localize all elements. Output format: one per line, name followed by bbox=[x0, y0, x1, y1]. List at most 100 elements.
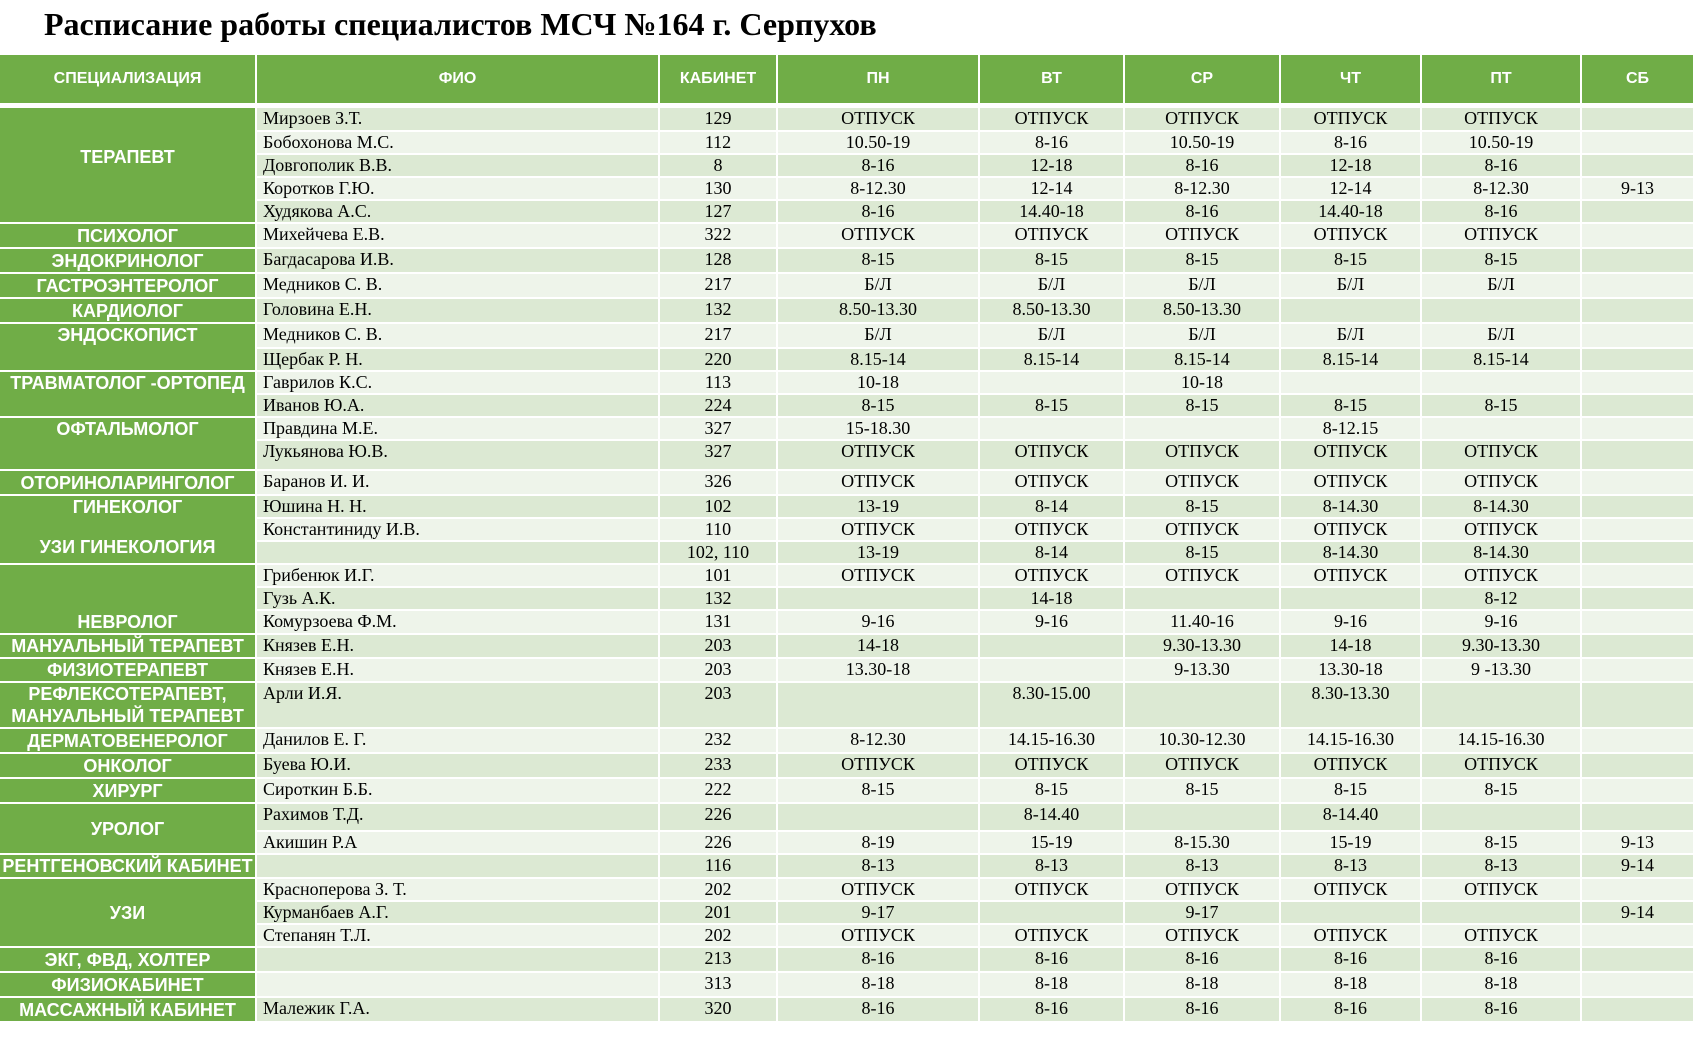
fri-cell: 8-14.30 bbox=[1422, 542, 1582, 565]
sat-cell bbox=[1582, 565, 1695, 588]
mon-cell: 13.30-18 bbox=[778, 659, 980, 683]
mon-cell: ОТПУСК bbox=[778, 471, 980, 496]
wed-cell: 8.15-14 bbox=[1125, 349, 1281, 372]
fio-cell: Головина Е.Н. bbox=[257, 299, 660, 324]
fri-cell: 8-13 bbox=[1422, 855, 1582, 879]
tue-cell: 8-14 bbox=[980, 542, 1125, 565]
fio-cell: Довгополик В.В. bbox=[257, 155, 660, 178]
cabinet-cell: 202 bbox=[660, 879, 778, 902]
mon-cell: 8-13 bbox=[778, 855, 980, 879]
mon-cell: 8-15 bbox=[778, 395, 980, 418]
fri-cell: ОТПУСК bbox=[1422, 441, 1582, 471]
cabinet-cell: 313 bbox=[660, 973, 778, 998]
cabinet-cell: 232 bbox=[660, 729, 778, 754]
cabinet-cell: 226 bbox=[660, 832, 778, 855]
mon-cell: ОТПУСК bbox=[778, 224, 980, 249]
tue-cell: ОТПУСК bbox=[980, 879, 1125, 902]
table-row: Щербак Р. Н. 220 8.15-14 8.15-14 8.15-14 8.15… bbox=[0, 349, 1695, 372]
mon-cell bbox=[778, 588, 980, 611]
tue-cell: 8-15 bbox=[980, 395, 1125, 418]
fri-cell: ОТПУСК bbox=[1422, 754, 1582, 779]
specialization-cell: ДЕРМАТОВЕНЕРОЛОГ bbox=[0, 729, 257, 754]
specialization-cell: КАРДИОЛОГ bbox=[0, 299, 257, 324]
sat-cell bbox=[1582, 754, 1695, 779]
fio-cell: Буева Ю.И. bbox=[257, 754, 660, 779]
table-row: ЭНДОСКОПИСТ Медников С. В. 217 Б/Л Б/Л Б/Л Б/Л… bbox=[0, 324, 1695, 372]
cabinet-cell: 203 bbox=[660, 635, 778, 659]
thu-cell bbox=[1281, 902, 1422, 925]
fio-cell: Степанян Т.Л. bbox=[257, 925, 660, 948]
cabinet-cell: 116 bbox=[660, 855, 778, 879]
tue-cell: 8-14 bbox=[980, 496, 1125, 519]
table-row: КАРДИОЛОГ Головина Е.Н. 132 8.50-13.30 8.50-… bbox=[0, 299, 1695, 324]
mon-cell: Б/Л bbox=[778, 324, 980, 349]
specialization-cell: ОТОРИНОЛАРИНГОЛОГ bbox=[0, 471, 257, 496]
cabinet-cell: 203 bbox=[660, 683, 778, 729]
cabinet-cell: 132 bbox=[660, 299, 778, 324]
specialization-cell: РЕФЛЕКСОТЕРАПЕВТ, МАНУАЛЬНЫЙ ТЕРАПЕВТ bbox=[0, 683, 257, 729]
wed-cell: 8-16 bbox=[1125, 201, 1281, 224]
table-row: ЭНДОКРИНОЛОГ Багдасарова И.В. 128 8-15 8-15 8… bbox=[0, 249, 1695, 274]
mon-cell: 8-16 bbox=[778, 998, 980, 1023]
mon-cell: 8-15 bbox=[778, 779, 980, 804]
cabinet-cell: 202 bbox=[660, 925, 778, 948]
table-row: ТРАВМАТОЛОГ -ОРТОПЕД Гаврилов К.С. 113 10-1… bbox=[0, 372, 1695, 418]
fio-cell: Князев Е.Н. bbox=[257, 635, 660, 659]
specialization-label: РЕФЛЕКСОТЕРАПЕВТ, bbox=[28, 684, 227, 704]
wed-cell: Б/Л bbox=[1125, 274, 1281, 299]
table-row: Коротков Г.Ю. 130 8-12.30 12-14 8-12.30 12-14… bbox=[0, 178, 1695, 201]
specialization-cell: НЕВРОЛОГ bbox=[0, 565, 257, 635]
fio-cell: Курманбаев А.Г. bbox=[257, 902, 660, 925]
specialization-cell: ЭНДОКРИНОЛОГ bbox=[0, 249, 257, 274]
table-row: Комурзоева Ф.М. 131 9-16 9-16 11.40-16 9-16 9-… bbox=[0, 611, 1695, 635]
thu-cell bbox=[1281, 299, 1422, 324]
tue-cell: 8-15 bbox=[980, 779, 1125, 804]
tue-cell bbox=[980, 902, 1125, 925]
sat-cell bbox=[1582, 683, 1695, 729]
sat-cell bbox=[1582, 324, 1695, 349]
sat-cell bbox=[1582, 973, 1695, 998]
header-sat: СБ bbox=[1582, 55, 1695, 108]
fri-cell: 8-16 bbox=[1422, 201, 1582, 224]
thu-cell: ОТПУСК bbox=[1281, 925, 1422, 948]
sat-cell bbox=[1582, 879, 1695, 902]
thu-cell: 8-12.15 bbox=[1281, 418, 1422, 441]
fio-cell: Бобохонова М.С. bbox=[257, 132, 660, 155]
sat-cell bbox=[1582, 395, 1695, 418]
sat-cell: 9-14 bbox=[1582, 855, 1695, 879]
sat-cell bbox=[1582, 274, 1695, 299]
mon-cell: 8-16 bbox=[778, 948, 980, 973]
thu-cell: ОТПУСК bbox=[1281, 565, 1422, 588]
table-row: Довгополик В.В. 8 8-16 12-18 8-16 12-18 8-16 bbox=[0, 155, 1695, 178]
wed-cell bbox=[1125, 804, 1281, 832]
fri-cell bbox=[1422, 902, 1582, 925]
tue-cell: 8-13 bbox=[980, 855, 1125, 879]
cabinet-cell: 102 bbox=[660, 496, 778, 519]
table-row: Акишин Р.А 226 8-19 15-19 8-15.30 15-19 8-15 9-… bbox=[0, 832, 1695, 855]
cabinet-cell: 226 bbox=[660, 804, 778, 832]
header-specialization: СПЕЦИАЛИЗАЦИЯ bbox=[0, 55, 257, 108]
table-row: УРОЛОГ Рахимов Т.Д. 226 8-14.40 8-14.40 bbox=[0, 804, 1695, 855]
mon-cell: 10-18 bbox=[778, 372, 980, 395]
tue-cell: 8-16 bbox=[980, 948, 1125, 973]
mon-cell bbox=[778, 683, 980, 729]
thu-cell: 8-16 bbox=[1281, 132, 1422, 155]
cabinet-cell: 110 bbox=[660, 519, 778, 542]
specialization-cell: ФИЗИОКАБИНЕТ bbox=[0, 973, 257, 998]
wed-cell: 8-16 bbox=[1125, 155, 1281, 178]
sat-cell bbox=[1582, 349, 1695, 372]
sat-cell bbox=[1582, 588, 1695, 611]
table-row: НЕВРОЛОГ Грибенюк И.Г. 101 ОТПУСК ОТПУСК ОТПУ… bbox=[0, 565, 1695, 635]
tue-cell: 8.50-13.30 bbox=[980, 299, 1125, 324]
thu-cell: 8-16 bbox=[1281, 948, 1422, 973]
table-row: ПСИХОЛОГ Михейчева Е.В. 322 ОТПУСК ОТПУСК ОТП… bbox=[0, 224, 1695, 249]
tue-cell: ОТПУСК bbox=[980, 519, 1125, 542]
wed-cell: 8-15 bbox=[1125, 779, 1281, 804]
table-row: ОФТАЛЬМОЛОГ Правдина М.Е. 327 15-18.30 8-12.… bbox=[0, 418, 1695, 471]
thu-cell: 8.30-13.30 bbox=[1281, 683, 1422, 729]
wed-cell: ОТПУСК bbox=[1125, 519, 1281, 542]
cabinet-cell: 217 bbox=[660, 274, 778, 299]
fio-cell: Багдасарова И.В. bbox=[257, 249, 660, 274]
fri-cell: ОТПУСК bbox=[1422, 925, 1582, 948]
sat-cell bbox=[1582, 201, 1695, 224]
